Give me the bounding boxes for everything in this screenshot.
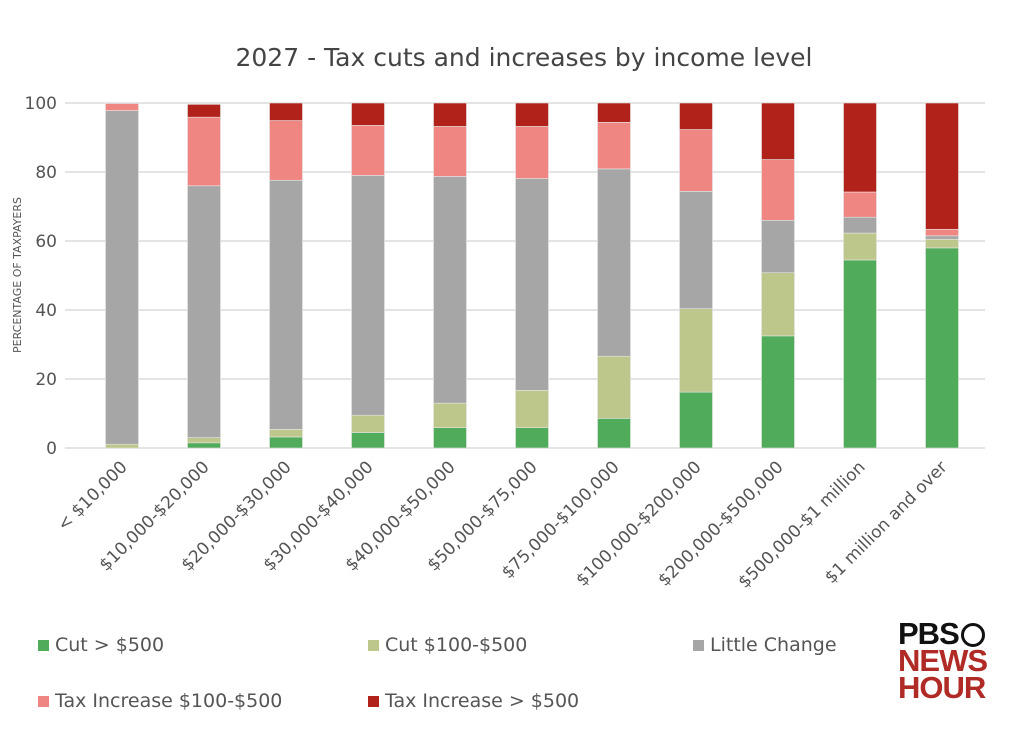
bar-segment [105, 103, 139, 111]
pbs-head-icon [960, 623, 985, 647]
bar-segment [843, 216, 877, 234]
bar-segment [597, 122, 631, 170]
y-tick-label: 0 [46, 439, 57, 459]
bar-segment [843, 102, 877, 193]
bar-segment [597, 418, 631, 449]
bar-segment [597, 168, 631, 357]
bar-segment [269, 120, 303, 181]
bar-segment [269, 102, 303, 121]
legend-label: Tax Increase $100-$500 [55, 690, 283, 712]
bar-segment [351, 414, 385, 433]
bar-segment [187, 442, 221, 449]
bar-segment [597, 102, 631, 123]
bar-segment [679, 102, 713, 130]
legend-swatch [38, 695, 49, 707]
bar-segment [843, 232, 877, 261]
bar-segment [433, 402, 467, 428]
y-tick-label: 60 [35, 232, 57, 252]
bar-segment [597, 355, 631, 419]
bar-segment [351, 432, 385, 449]
pbs-newshour-logo: PBS NEWS HOUR [898, 616, 988, 705]
legend-swatch [368, 695, 379, 707]
bar-segment [679, 308, 713, 393]
x-tick-label: < $10,000 [54, 457, 132, 535]
y-tick-label: 100 [25, 94, 57, 114]
bar-segment [433, 427, 467, 449]
legend-swatch [38, 639, 49, 651]
legend-item: Little Change [693, 634, 837, 656]
bar-segment [105, 110, 139, 445]
legend-label: Cut $100-$500 [385, 634, 528, 656]
bar-segment [105, 102, 139, 104]
y-tick-label: 40 [35, 301, 57, 321]
bar-segment [351, 102, 385, 126]
legend-item: Tax Increase > $500 [368, 690, 579, 712]
bar-segment [515, 390, 549, 428]
legend-item: Tax Increase $100-$500 [38, 690, 282, 712]
bar-segment [269, 429, 303, 438]
legend-label: Little Change [710, 634, 837, 656]
y-tick-label: 20 [35, 370, 57, 390]
bar-segment [269, 179, 303, 430]
bar-segment [761, 159, 795, 221]
bar-segment [351, 175, 385, 416]
bar-segment [433, 176, 467, 404]
bar-segment [925, 238, 959, 249]
bar-segment [925, 247, 959, 449]
bar-segment [187, 116, 221, 187]
bar-stack [433, 102, 467, 449]
bar-segment [187, 104, 221, 118]
bar-segment [351, 125, 385, 176]
bar-segment [761, 102, 795, 160]
bar-segment [761, 220, 795, 274]
bar-stack [597, 102, 631, 449]
bar-segment [515, 427, 549, 449]
bar-segment [843, 259, 877, 449]
bar-segment [843, 191, 877, 218]
bar-stack [925, 102, 959, 449]
bar-stack [843, 102, 877, 449]
legend-swatch [693, 639, 704, 651]
bar-segment [515, 126, 549, 179]
bar-segment [761, 272, 795, 337]
bar-segment [433, 126, 467, 177]
bar-stack [761, 102, 795, 449]
bar-segment [105, 443, 139, 449]
legend-swatch [368, 639, 379, 651]
legend-label: Tax Increase > $500 [385, 690, 580, 712]
bar-stack [187, 104, 221, 449]
bar-stack [105, 102, 139, 449]
bar-stack [515, 102, 549, 449]
bar-segment [187, 437, 221, 444]
legend-item: Cut > $500 [38, 634, 164, 656]
legend-item: Cut $100-$500 [368, 634, 527, 656]
bar-segment [679, 391, 713, 449]
bar-segment [925, 228, 959, 237]
bar-segment [925, 102, 959, 230]
y-axis-label: PERCENTAGE OF TAXPAYERS [11, 197, 24, 353]
bar-segment [679, 191, 713, 309]
bar-stack [351, 102, 385, 449]
bar-segment [761, 335, 795, 449]
bar-stack [269, 102, 303, 449]
bar-segment [187, 185, 221, 438]
bar-segment [433, 102, 467, 127]
y-tick-label: 80 [35, 163, 57, 183]
bar-segment [925, 235, 959, 240]
legend-label: Cut > $500 [55, 634, 165, 656]
bar-segment [269, 436, 303, 449]
bar-segment [679, 129, 713, 192]
bar-segment [515, 102, 549, 127]
chart-title: 2027 - Tax cuts and increases by income … [236, 43, 813, 72]
bar-segment [515, 178, 549, 391]
bar-stack [679, 102, 713, 449]
